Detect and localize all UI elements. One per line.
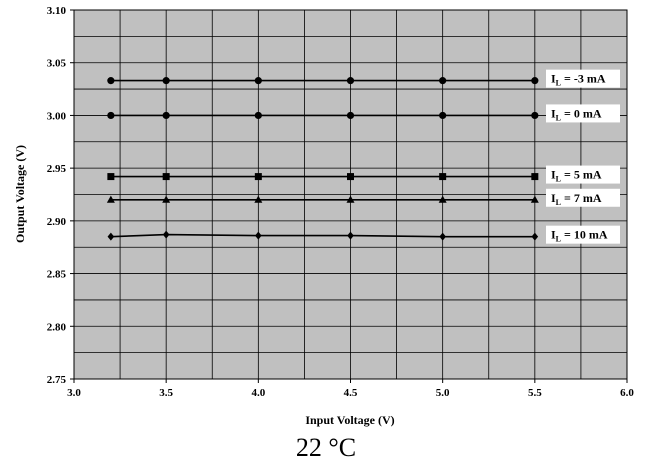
x-tick-label: 6.0 xyxy=(620,387,634,399)
output-voltage-chart: 3.0 3.5 4.0 4.5 5.0 5.5 6.0 3.10 3.05 3.00 2.95 2.… xyxy=(13,5,634,427)
data-point xyxy=(255,231,262,240)
series-label-text: IL = -3 mA xyxy=(551,72,606,88)
series-label-box xyxy=(546,69,620,88)
x-tick-label: 5.5 xyxy=(528,387,542,399)
data-point xyxy=(346,195,355,203)
data-point xyxy=(439,232,446,241)
data-point xyxy=(107,232,115,241)
y-tick-label: 2.90 xyxy=(47,216,67,228)
y-tick-label: 2.80 xyxy=(47,321,67,333)
series-layer xyxy=(106,77,539,241)
data-point xyxy=(162,77,170,85)
data-point xyxy=(107,111,115,120)
data-point xyxy=(346,111,355,120)
y-tick-label: 2.75 xyxy=(47,374,67,386)
data-point xyxy=(107,173,115,181)
data-point xyxy=(531,232,539,241)
y-tick-label: 2.85 xyxy=(47,269,67,281)
series-label: IL = 0 mA xyxy=(546,104,620,123)
data-point xyxy=(162,111,170,120)
series-label-box xyxy=(546,165,620,184)
y-tick-label: 3.05 xyxy=(47,58,67,70)
data-point xyxy=(254,173,262,181)
series-labels: IL = -3 mA IL = 0 mA IL = 5 mA IL = 7 mA IL … xyxy=(546,69,620,244)
data-point xyxy=(530,195,539,203)
series-label-box xyxy=(546,104,620,123)
data-point xyxy=(439,111,447,120)
series-4 xyxy=(106,195,539,203)
series-label-box xyxy=(546,225,620,244)
data-point xyxy=(254,77,262,85)
series-label: IL = 10 mA xyxy=(546,225,620,244)
data-point xyxy=(162,195,171,203)
data-point xyxy=(439,77,447,85)
x-tick-label: 4.0 xyxy=(251,387,265,399)
data-point xyxy=(347,231,354,240)
data-point xyxy=(439,173,447,181)
data-point xyxy=(531,173,539,181)
x-tick-label: 3.0 xyxy=(67,387,81,399)
y-axis-title: Output Voltage (V) xyxy=(13,145,27,243)
series-label: IL = 5 mA xyxy=(546,165,620,184)
data-point xyxy=(106,195,115,203)
y-tick-label: 2.95 xyxy=(47,163,67,175)
data-point xyxy=(438,195,447,203)
series-line xyxy=(110,233,535,238)
series-1 xyxy=(107,77,539,85)
series-2 xyxy=(107,111,539,120)
data-point xyxy=(162,173,170,181)
series-label-text: IL = 10 mA xyxy=(551,228,608,244)
data-point xyxy=(162,230,170,239)
series-label-text: IL = 5 mA xyxy=(551,168,602,184)
series-3 xyxy=(107,173,539,181)
temperature-caption: 22 °C xyxy=(295,433,357,462)
y-tick-label: 3.00 xyxy=(47,110,67,122)
data-point xyxy=(107,77,115,85)
x-tick-label: 3.5 xyxy=(159,387,173,399)
data-point xyxy=(531,77,539,85)
series-label-box xyxy=(546,188,620,207)
y-axis-ticks: 3.10 3.05 3.00 2.95 2.90 2.85 2.80 2.75 xyxy=(47,5,74,386)
data-point xyxy=(254,111,262,120)
series-label: IL = 7 mA xyxy=(546,188,620,207)
x-axis-title: Input Voltage (V) xyxy=(305,413,394,427)
x-tick-label: 4.5 xyxy=(344,387,358,399)
series-label-text: IL = 7 mA xyxy=(551,191,602,207)
data-point xyxy=(346,77,355,85)
data-point xyxy=(347,173,354,181)
data-point xyxy=(254,195,263,203)
series-label: IL = -3 mA xyxy=(546,69,620,88)
series-5 xyxy=(107,230,539,241)
data-point xyxy=(531,111,539,120)
x-axis-ticks: 3.0 3.5 4.0 4.5 5.0 5.5 6.0 xyxy=(67,379,634,399)
series-label-text: IL = 0 mA xyxy=(551,106,602,122)
x-tick-label: 5.0 xyxy=(436,387,450,399)
y-tick-label: 3.10 xyxy=(47,5,67,17)
